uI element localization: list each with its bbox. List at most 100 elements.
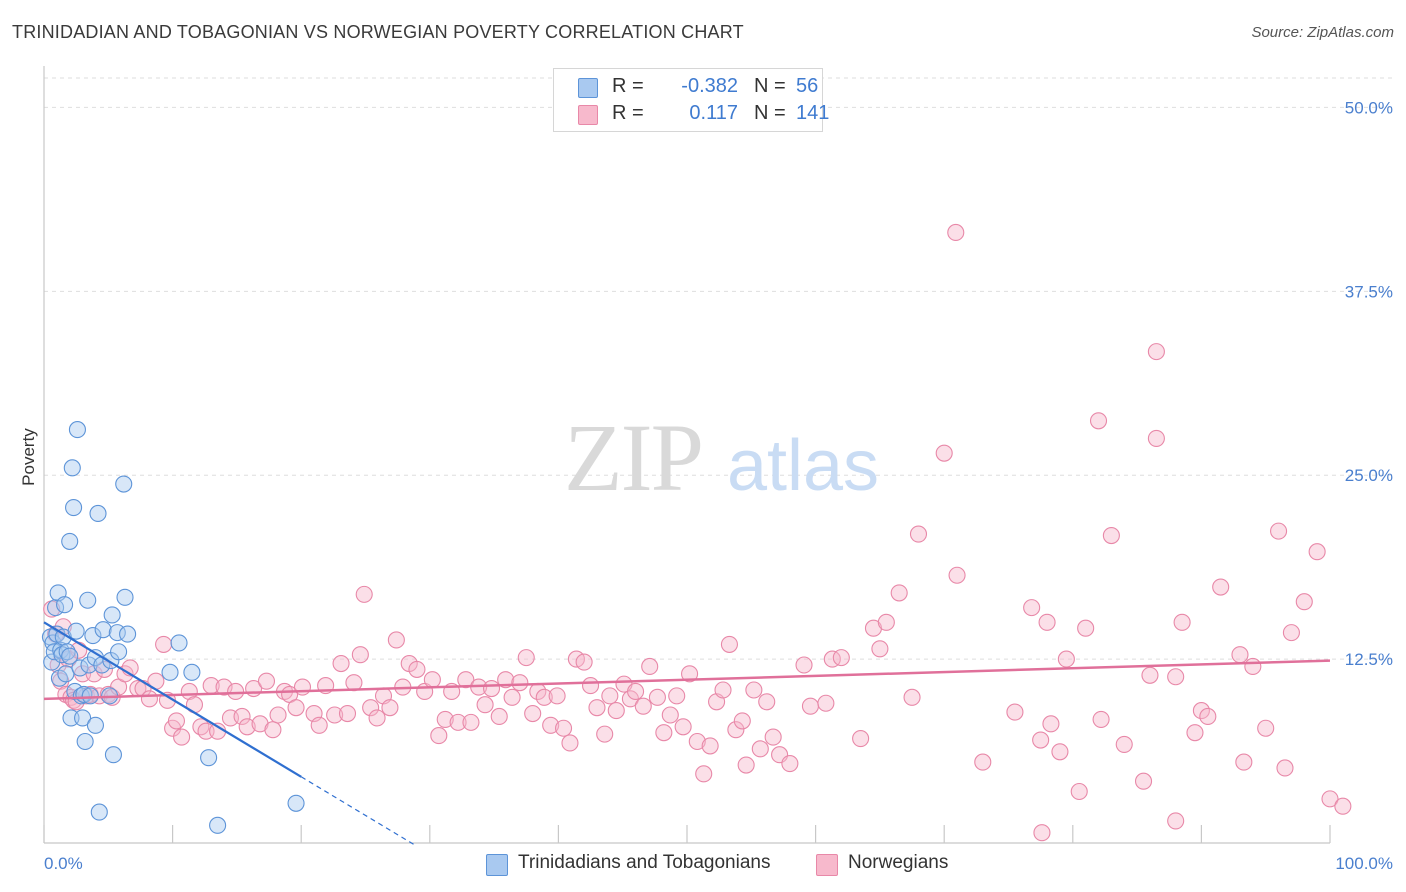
norwegian-point — [852, 729, 870, 748]
norwegian-point — [817, 694, 835, 712]
trinidadian-point — [56, 596, 74, 614]
trinidadian-point — [71, 659, 89, 677]
norwegian-point — [801, 697, 820, 715]
norwegian-point — [173, 728, 191, 746]
norwegian-point — [601, 687, 619, 705]
norwegian-point — [542, 716, 560, 734]
norwegian-point — [476, 696, 494, 714]
norwegian-point — [482, 679, 501, 698]
norwegian-point — [909, 525, 928, 543]
norwegian-point — [524, 704, 542, 723]
norwegian-point — [1167, 812, 1185, 830]
trinidadian-point — [103, 606, 121, 624]
legend-swatch-blue — [578, 78, 598, 98]
norwegian-point — [548, 687, 566, 705]
axes — [43, 66, 1331, 844]
trinidadian-trend-extension — [300, 776, 418, 847]
y-tick-label: 25.0% — [1345, 466, 1393, 485]
trinidadian-point — [115, 475, 133, 493]
norwegian-point — [714, 681, 732, 699]
norwegian-point — [355, 585, 373, 603]
norwegian-points — [43, 223, 1352, 842]
norwegian-point — [497, 671, 515, 689]
norwegian-point — [890, 584, 908, 602]
norwegian-point — [264, 721, 282, 739]
norwegian-point — [1057, 650, 1075, 668]
norwegian-point — [1308, 543, 1326, 561]
trinidadian-point — [72, 687, 90, 705]
norwegian-point — [1033, 824, 1051, 842]
legend-r-label: R = — [612, 75, 644, 97]
norwegian-point — [1032, 731, 1050, 749]
norwegian-point — [1051, 743, 1069, 761]
norwegian-point — [661, 706, 679, 724]
trinidadian-point — [170, 634, 188, 652]
correlation-legend: R = -0.382 N = 56 R = 0.117 N = 141 — [553, 68, 829, 132]
trend-lines — [43, 621, 1331, 847]
norwegian-point — [227, 682, 245, 701]
legend-r-value: 0.117 — [689, 102, 738, 124]
trinidadian-point — [47, 599, 65, 617]
norwegian-point — [877, 613, 895, 631]
trinidadian-point — [57, 665, 75, 683]
norwegian-point — [1115, 735, 1133, 753]
norwegian-point — [832, 649, 850, 667]
norwegian-point — [764, 728, 782, 746]
y-axis-label: Poverty — [19, 428, 38, 486]
trinidadian-trend-line — [43, 621, 302, 778]
x-tick-label-min: 0.0% — [44, 854, 83, 873]
norwegian-point — [575, 653, 593, 671]
norwegian-point — [634, 697, 652, 715]
norwegian-point — [695, 765, 713, 783]
norwegian-point — [596, 725, 614, 743]
norwegian-point — [627, 682, 645, 701]
trinidadian-point — [76, 732, 94, 751]
norwegian-point — [423, 671, 441, 689]
series-name: Norwegians — [848, 852, 949, 873]
y-tick-label: 50.0% — [1345, 98, 1393, 117]
norwegian-point — [795, 656, 813, 674]
norwegian-point — [503, 688, 521, 706]
trinidadian-point — [61, 532, 79, 550]
norwegian-point — [781, 755, 799, 773]
norwegian-point — [1102, 526, 1120, 545]
norwegian-point — [233, 707, 251, 726]
legend-swatch-pink — [816, 854, 838, 876]
trinidadian-point — [104, 746, 122, 764]
norwegian-point — [1006, 703, 1024, 721]
series-name: Trinidadians and Tobagonians — [518, 852, 771, 873]
trinidadian-point — [110, 643, 128, 661]
norwegian-point — [1186, 724, 1204, 742]
norwegian-point — [1134, 772, 1153, 790]
norwegian-point — [1192, 702, 1210, 720]
norwegian-point — [1092, 710, 1110, 728]
norwegian-point — [381, 699, 399, 717]
norwegian-point — [1231, 646, 1249, 664]
trinidadian-point — [116, 588, 134, 606]
norwegian-point — [751, 740, 769, 758]
norwegian-point — [745, 681, 763, 699]
norwegian-point — [681, 665, 699, 683]
trinidadian-point — [61, 647, 79, 665]
trinidadian-point — [90, 803, 108, 821]
y-tick-label: 37.5% — [1345, 282, 1393, 301]
trinidadian-point — [67, 622, 85, 640]
norwegian-point — [1244, 657, 1262, 676]
x-tick-label-max: 100.0% — [1335, 854, 1393, 873]
norwegian-point — [1167, 668, 1185, 686]
trinidadian-point — [119, 625, 137, 643]
norwegian-point — [948, 566, 966, 584]
norwegian-point — [1235, 753, 1253, 771]
norwegian-point — [1270, 522, 1288, 540]
watermark-atlas: atlas — [727, 426, 879, 506]
norwegian-point — [197, 722, 215, 740]
norwegian-point — [387, 631, 405, 649]
norwegian-point — [490, 707, 508, 726]
trinidadian-point — [65, 499, 83, 517]
norwegian-point — [1042, 715, 1060, 733]
norwegian-point — [167, 712, 186, 730]
norwegian-point — [511, 674, 529, 692]
norwegian-trend-line — [43, 659, 1331, 701]
legend-n-label: N = — [754, 75, 786, 97]
